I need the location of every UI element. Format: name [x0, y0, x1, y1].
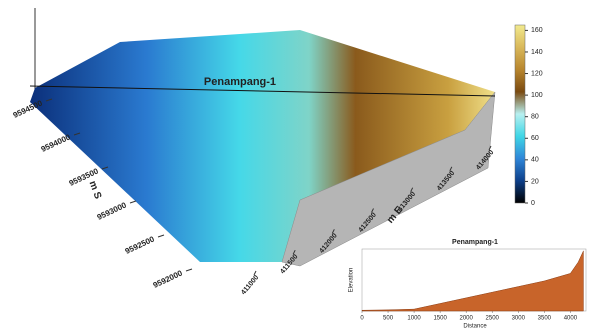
x-tick-label: 3500: [538, 316, 552, 322]
profile-title: Penampang-1: [452, 239, 498, 246]
x-tick: [371, 208, 374, 213]
x-tick: [331, 229, 335, 234]
x-tick: [488, 145, 492, 151]
x-tick-label: 0: [360, 316, 364, 322]
terrain-surface: [30, 30, 495, 262]
x-tick: [292, 249, 296, 255]
colorbar-tick-label: 80: [531, 114, 539, 121]
y-tick: [73, 132, 81, 136]
colorbar-tick-label: 160: [531, 27, 543, 34]
annotation: Penampang-1: [204, 76, 276, 88]
section-line: [29, 85, 496, 97]
y-tick: [129, 200, 137, 204]
y-tick-label: 9594000: [40, 132, 73, 154]
x-tick-label: 3000: [512, 316, 526, 322]
colorbar-tick-label: 120: [531, 70, 543, 77]
x-tick: [410, 187, 414, 192]
x-tick: [449, 166, 453, 172]
x-tick-label: 4000: [564, 316, 578, 322]
colorbar: [514, 24, 526, 204]
colorbar-tick-label: 60: [531, 135, 539, 142]
x-tick-label: 2500: [486, 316, 500, 322]
x-tick-label: 2000: [460, 316, 474, 322]
y-tick: [157, 234, 165, 238]
x-tick-label: 1500: [433, 316, 447, 322]
x-tick: [253, 270, 257, 276]
y-axis-label: m S: [87, 180, 104, 201]
terrain-wall: [281, 91, 496, 267]
colorbar-tick-label: 40: [531, 157, 539, 164]
colorbar-tick-label: 20: [531, 178, 539, 185]
profile-y-label: Elevation: [349, 268, 355, 293]
y-tick-label: 9592000: [152, 268, 185, 290]
profile-area: [361, 250, 584, 312]
x-tick-label: 500: [383, 316, 394, 322]
y-tick-label: 9593000: [96, 200, 129, 222]
profile-x-label: Distance: [463, 324, 487, 330]
colorbar-tick-label: 100: [531, 92, 543, 99]
y-tick: [101, 166, 109, 170]
y-tick: [185, 268, 193, 272]
y-tick-label: 9592500: [124, 234, 157, 256]
colorbar-tick-label: 140: [531, 49, 543, 56]
y-tick: [45, 98, 53, 102]
x-tick-label: 411000: [240, 274, 260, 296]
colorbar-tick-label: 0: [531, 200, 535, 207]
x-tick-label: 1000: [407, 316, 421, 322]
